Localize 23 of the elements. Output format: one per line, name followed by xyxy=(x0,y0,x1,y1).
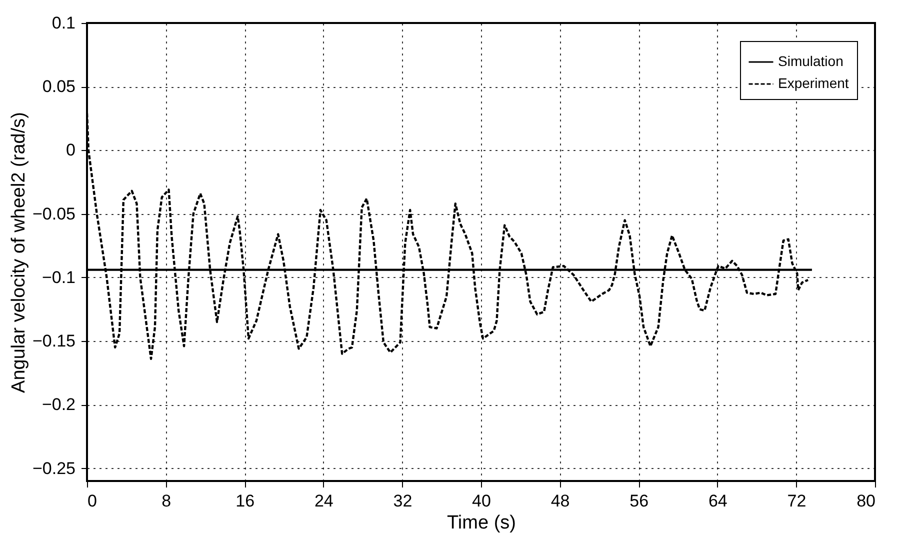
x-tick-label: 80 xyxy=(856,492,876,510)
x-tick-label: 24 xyxy=(314,492,334,510)
y-axis-title: Angular velocity of wheel2 (rad/s) xyxy=(8,112,30,393)
x-axis-title: Time (s) xyxy=(447,512,516,534)
y-tick-label: −0.15 xyxy=(32,332,76,351)
x-tick-label: 16 xyxy=(236,492,255,510)
legend-label: Experiment xyxy=(778,75,849,91)
x-tick-label: 64 xyxy=(708,492,728,510)
y-tick-label: 0.05 xyxy=(42,77,76,96)
legend-label: Simulation xyxy=(778,53,844,69)
y-tick-label: −0.25 xyxy=(32,458,76,478)
y-tick-label: 0.1 xyxy=(52,14,76,32)
x-tick-label: 40 xyxy=(472,492,491,510)
y-tick-label: 0 xyxy=(66,140,76,160)
y-tick-label: −0.2 xyxy=(42,395,76,414)
y-tick-label: −0.05 xyxy=(32,204,76,224)
x-tick-label: 8 xyxy=(162,492,172,510)
x-tick-label: 0 xyxy=(88,492,97,510)
x-tick-label: 56 xyxy=(630,492,649,510)
x-tick-label: 32 xyxy=(393,492,412,510)
x-tick-label: 72 xyxy=(787,492,806,510)
x-tick-label: 48 xyxy=(550,492,570,510)
y-tick-label: −0.1 xyxy=(42,268,76,287)
